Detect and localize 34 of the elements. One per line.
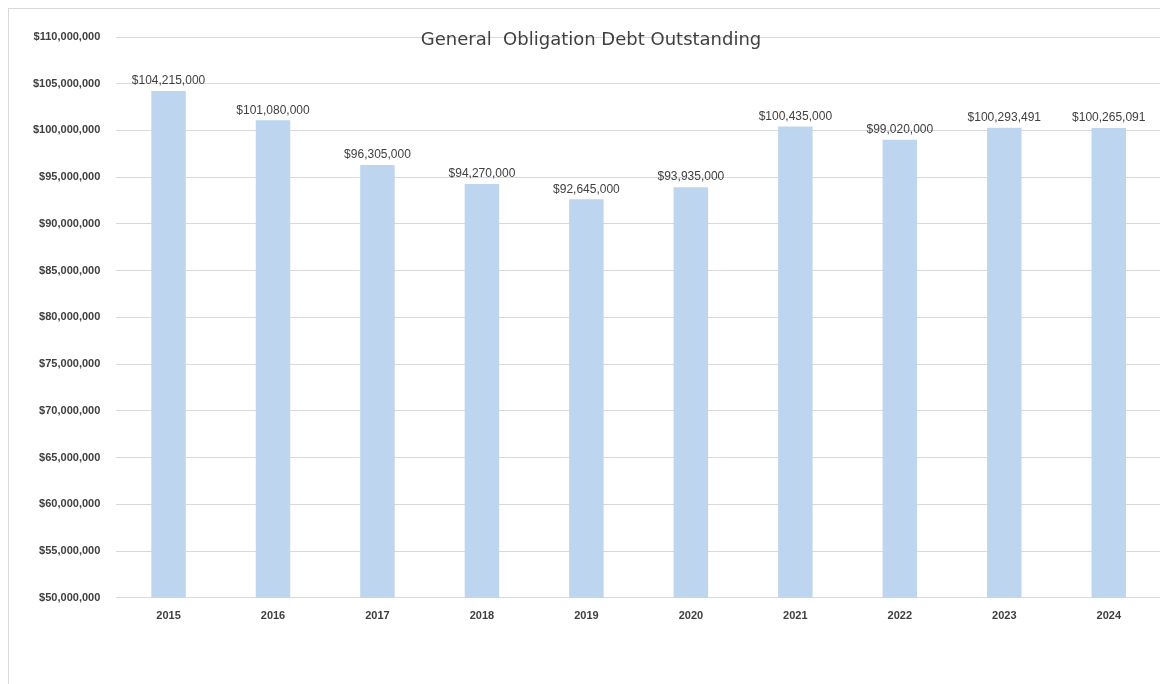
y-tick-label: $80,000,000 <box>39 310 101 323</box>
x-tick-label: 2023 <box>992 609 1017 622</box>
x-tick-label: 2024 <box>1096 609 1122 622</box>
data-label: $101,080,000 <box>236 102 311 117</box>
y-tick-label: $60,000,000 <box>39 497 101 510</box>
y-tick-label: $55,000,000 <box>39 544 101 557</box>
y-tick-label: $85,000,000 <box>39 263 101 276</box>
x-tick-label: 2019 <box>574 609 599 622</box>
x-tick-label: 2018 <box>469 609 495 622</box>
data-label: $92,645,000 <box>553 181 621 196</box>
x-tick-label: 2020 <box>678 609 704 622</box>
y-tick-label: $75,000,000 <box>39 357 101 370</box>
x-tick-label: 2021 <box>783 609 808 622</box>
data-label: $100,265,091 <box>1072 110 1146 125</box>
y-tick-label: $50,000,000 <box>39 590 101 603</box>
chart-title: General Obligation Debt Outstanding <box>420 27 762 49</box>
y-tick-label: $65,000,000 <box>39 450 101 463</box>
data-label: $99,020,000 <box>866 121 934 136</box>
data-label: $100,293,491 <box>967 110 1042 125</box>
y-tick-label: $105,000,000 <box>32 76 101 89</box>
data-label: $93,935,000 <box>657 169 725 184</box>
y-tick-label: $100,000,000 <box>32 123 101 136</box>
x-tick-label: 2015 <box>156 609 181 622</box>
data-label: $104,215,000 <box>131 73 206 88</box>
x-tick-label: 2017 <box>365 609 390 622</box>
data-label: $96,305,000 <box>344 147 412 162</box>
y-tick-label: $110,000,000 <box>33 30 101 43</box>
data-label: $100,435,000 <box>758 108 833 123</box>
x-tick-label: 2022 <box>887 609 913 622</box>
data-label: $94,270,000 <box>448 166 516 181</box>
y-tick-label: $70,000,000 <box>39 403 101 416</box>
x-tick-label: 2016 <box>260 609 286 622</box>
y-tick-label: $90,000,000 <box>39 216 101 229</box>
y-tick-label: $95,000,000 <box>39 170 101 183</box>
